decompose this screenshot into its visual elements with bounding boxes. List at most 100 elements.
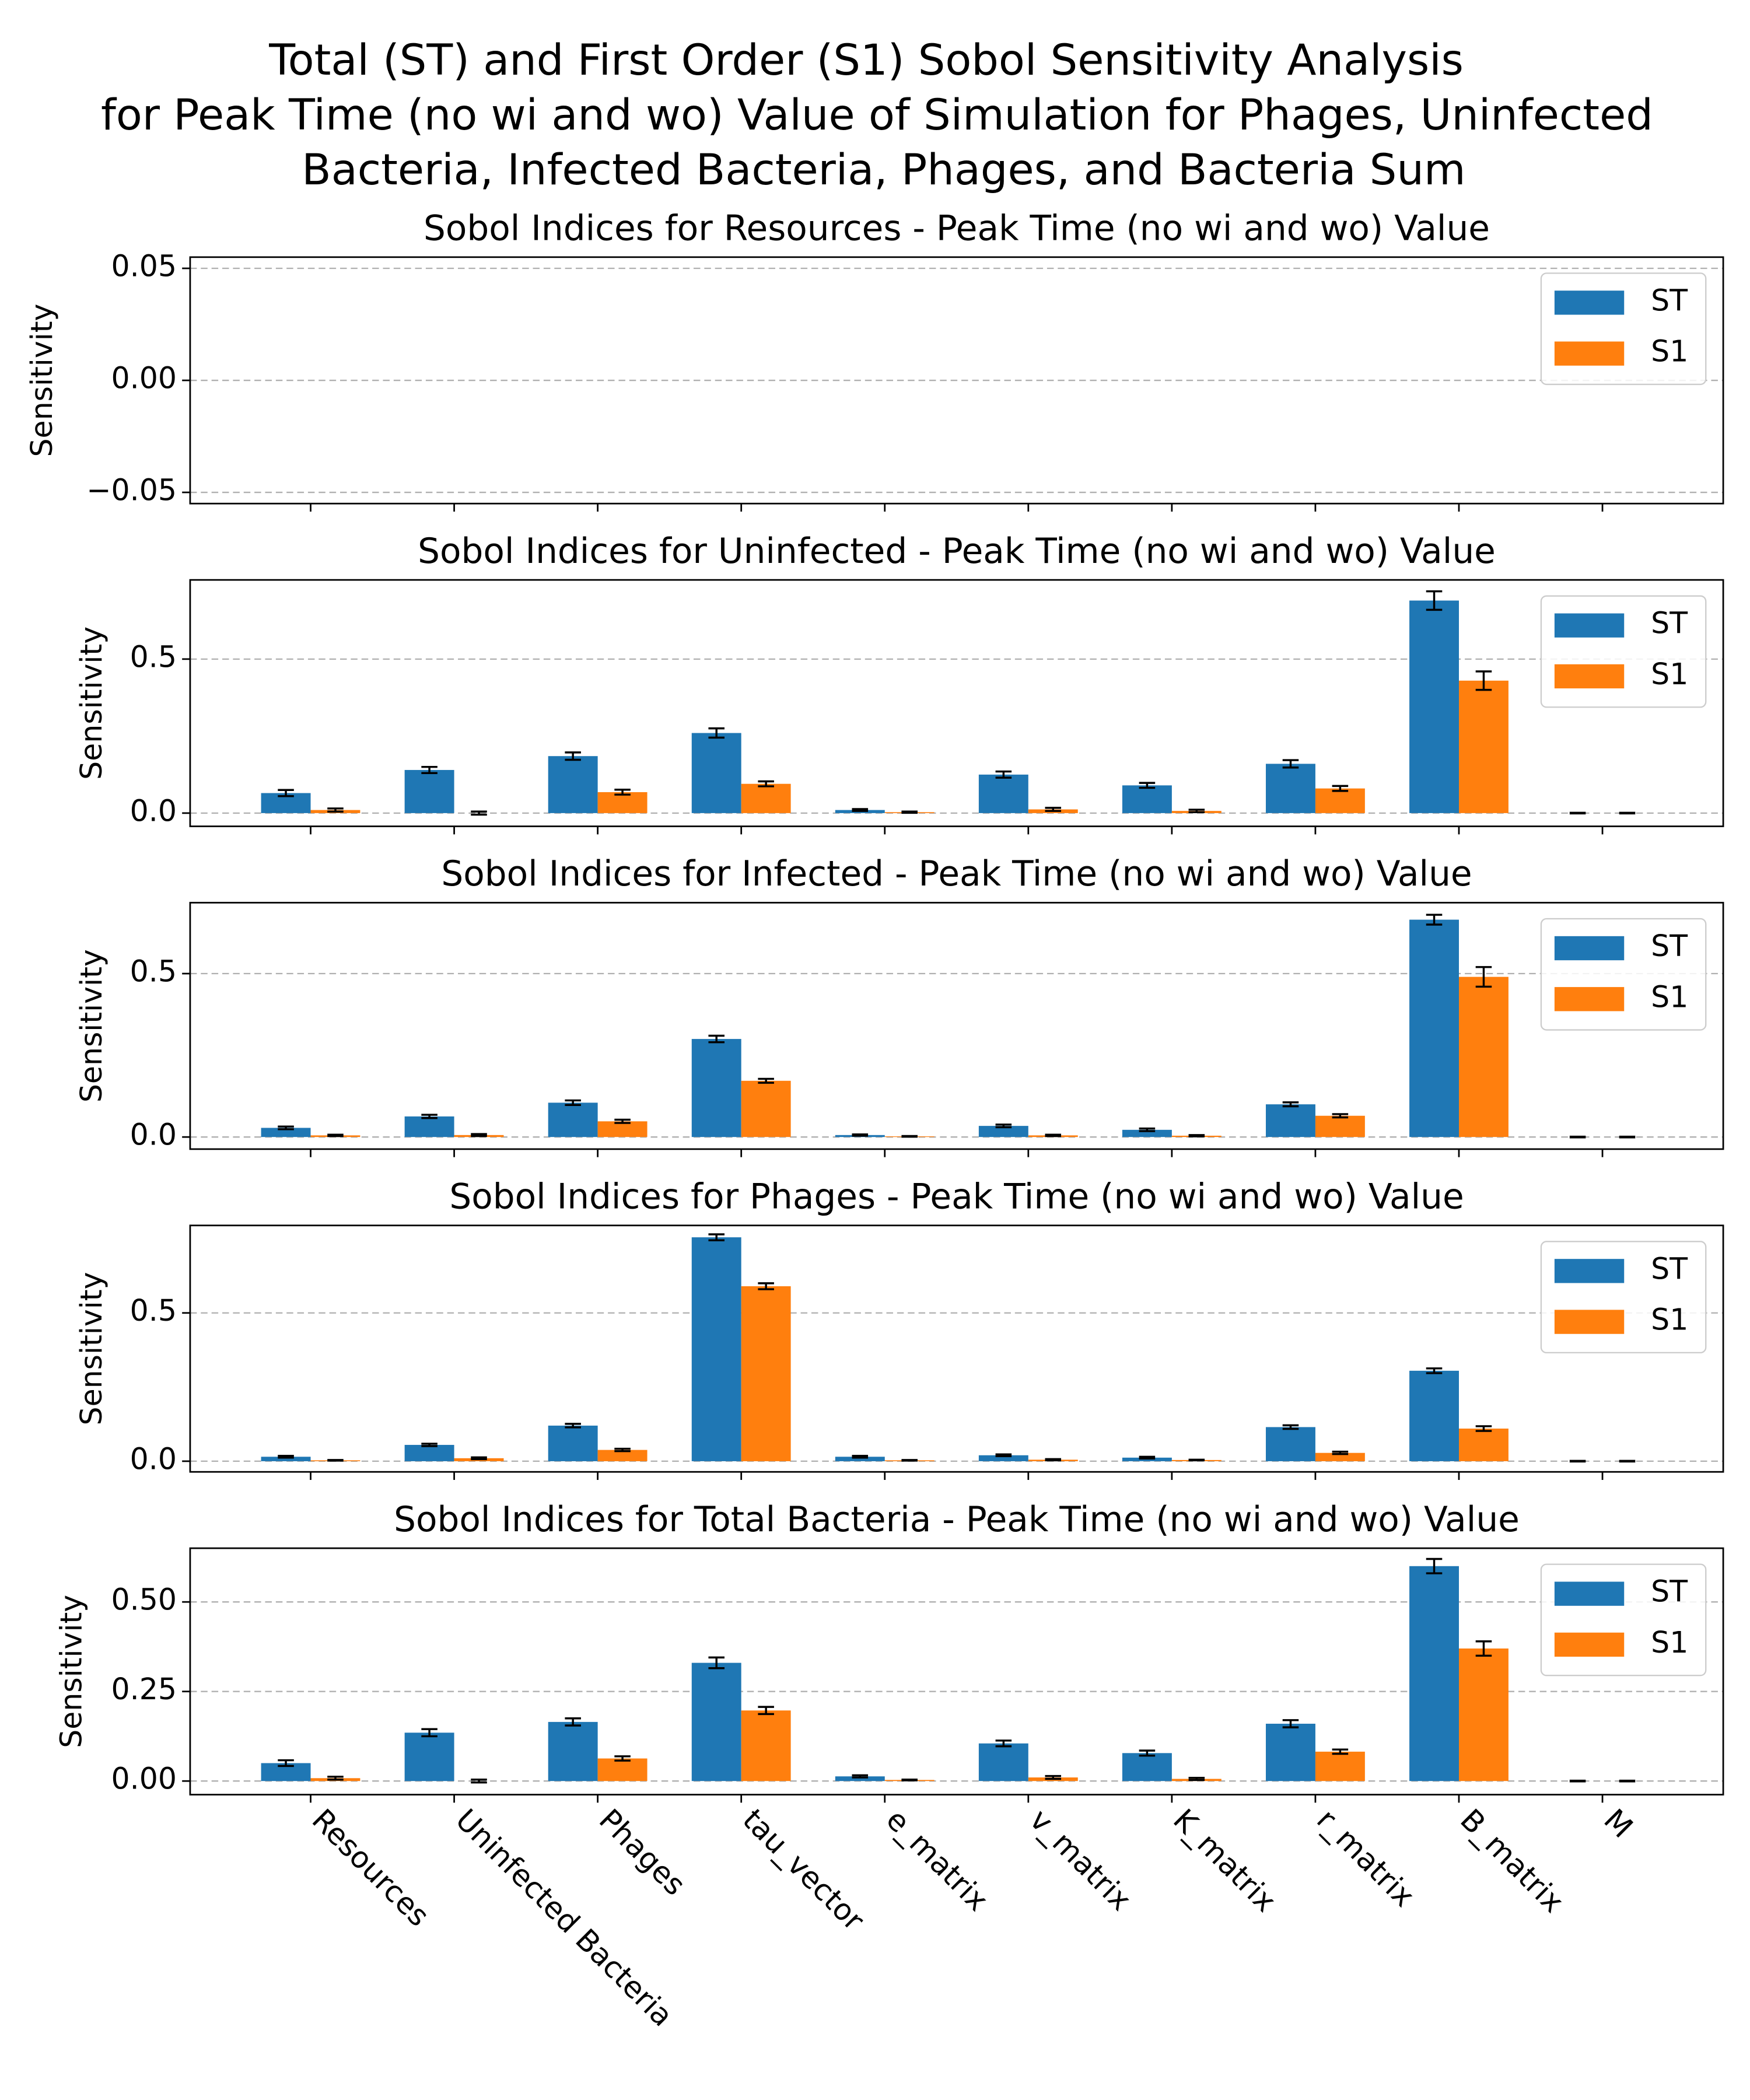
bar [1409,919,1459,1138]
bar [1315,1115,1365,1138]
error-bar [1139,782,1156,789]
error-bar [1282,759,1299,769]
error-bar [421,1443,438,1447]
legend-label: ST [1651,1574,1688,1609]
bar [1315,1751,1365,1782]
error-bar [1475,670,1492,691]
error-bar [327,1133,344,1138]
error-bar [1282,1719,1299,1728]
error-bar [1045,1458,1062,1462]
error-bar [1475,1640,1492,1657]
bar [1458,1648,1508,1782]
y-axis-label: Sensitivity [54,1595,89,1748]
bar [404,1116,454,1138]
bar [1122,1129,1172,1138]
suptitle: Total (ST) and First Order (S1) Sobol Se… [268,36,1464,85]
suptitle: Bacteria, Infected Bacteria, Phages, and… [302,145,1465,195]
bar [597,792,648,813]
error-bar [278,1759,294,1768]
legend-label: ST [1651,283,1688,317]
y-tick-label: 0.5 [130,954,177,989]
error-bar [852,1774,869,1779]
subplot-title: Sobol Indices for Infected - Peak Time (… [441,854,1472,894]
legend-label: S1 [1651,979,1688,1014]
error-bar [758,1077,774,1084]
y-tick-label: 0.5 [130,639,177,674]
legend-label: S1 [1651,657,1688,691]
bar [1315,1452,1365,1461]
y-axis-label: Sensitivity [24,304,59,457]
plot-frame [189,1547,1724,1796]
bar [978,1126,1028,1138]
legend-swatch [1554,936,1625,961]
error-bar [1282,1101,1299,1108]
bar [978,1455,1028,1461]
legend-label: ST [1651,606,1688,640]
error-bar [1619,1135,1636,1139]
legend-label: ST [1651,1251,1688,1286]
legend-swatch [1554,1632,1625,1657]
error-bar [995,770,1012,779]
subplot-title: Sobol Indices for Total Bacteria - Peak … [394,1500,1520,1540]
bar [835,1776,885,1782]
error-bar [758,780,774,788]
bar [978,1743,1028,1782]
bar [1458,680,1508,813]
y-axis-label: Sensitivity [74,626,108,780]
error-bar [327,807,344,813]
bar [404,1444,454,1461]
y-tick-label: 0.5 [130,1293,177,1328]
y-tick-label: 0.0 [130,1441,177,1476]
legend-swatch [1554,341,1625,366]
error-bar [1188,1134,1205,1138]
subplot-title: Sobol Indices for Resources - Peak Time … [424,208,1490,249]
legend-swatch [1554,613,1625,638]
error-bar [901,810,918,814]
bar [691,1039,741,1138]
bar [741,783,791,813]
bar [1458,1428,1508,1461]
error-bar [327,1776,344,1781]
legend-label: S1 [1651,334,1688,369]
bar [1266,764,1315,813]
error-bar [758,1282,774,1290]
bar [691,1662,741,1782]
error-bar [1426,590,1443,611]
error-bar [852,1455,869,1459]
error-bar [1188,1776,1205,1782]
error-bar [1426,914,1443,926]
legend-swatch [1554,664,1625,689]
error-bar [852,808,869,812]
y-tick-label: 0.00 [111,1762,177,1796]
legend-swatch [1554,1581,1625,1606]
bar [1458,977,1508,1138]
suptitle: for Peak Time (no wi and wo) Value of Si… [101,90,1653,140]
error-bar [565,1099,581,1106]
error-bar [471,1456,487,1461]
error-bar [708,727,725,739]
error-bar [565,1423,581,1429]
bar [548,1102,598,1138]
error-bar [758,1706,774,1716]
bar [1266,1427,1315,1461]
plot-frame [189,902,1724,1150]
error-bar [421,1728,438,1738]
bar [261,1128,311,1138]
bar [548,1425,598,1461]
bar [404,769,454,813]
y-tick-label: 0.25 [111,1672,177,1706]
error-bar [1426,1367,1443,1374]
error-bar [708,1034,725,1044]
y-axis-label: Sensitivity [74,949,108,1102]
error-bar [278,789,294,797]
y-tick-label: 0.0 [130,793,177,828]
error-bar [995,1453,1012,1457]
y-tick-label: 0.0 [130,1118,177,1152]
bar [741,1286,791,1461]
error-bar [1619,1779,1636,1783]
error-bar [995,1740,1012,1748]
subplot-title: Sobol Indices for Uninfected - Peak Time… [418,531,1496,572]
error-bar [1139,1455,1156,1460]
error-bar [1569,1779,1586,1783]
bar [597,1450,648,1461]
